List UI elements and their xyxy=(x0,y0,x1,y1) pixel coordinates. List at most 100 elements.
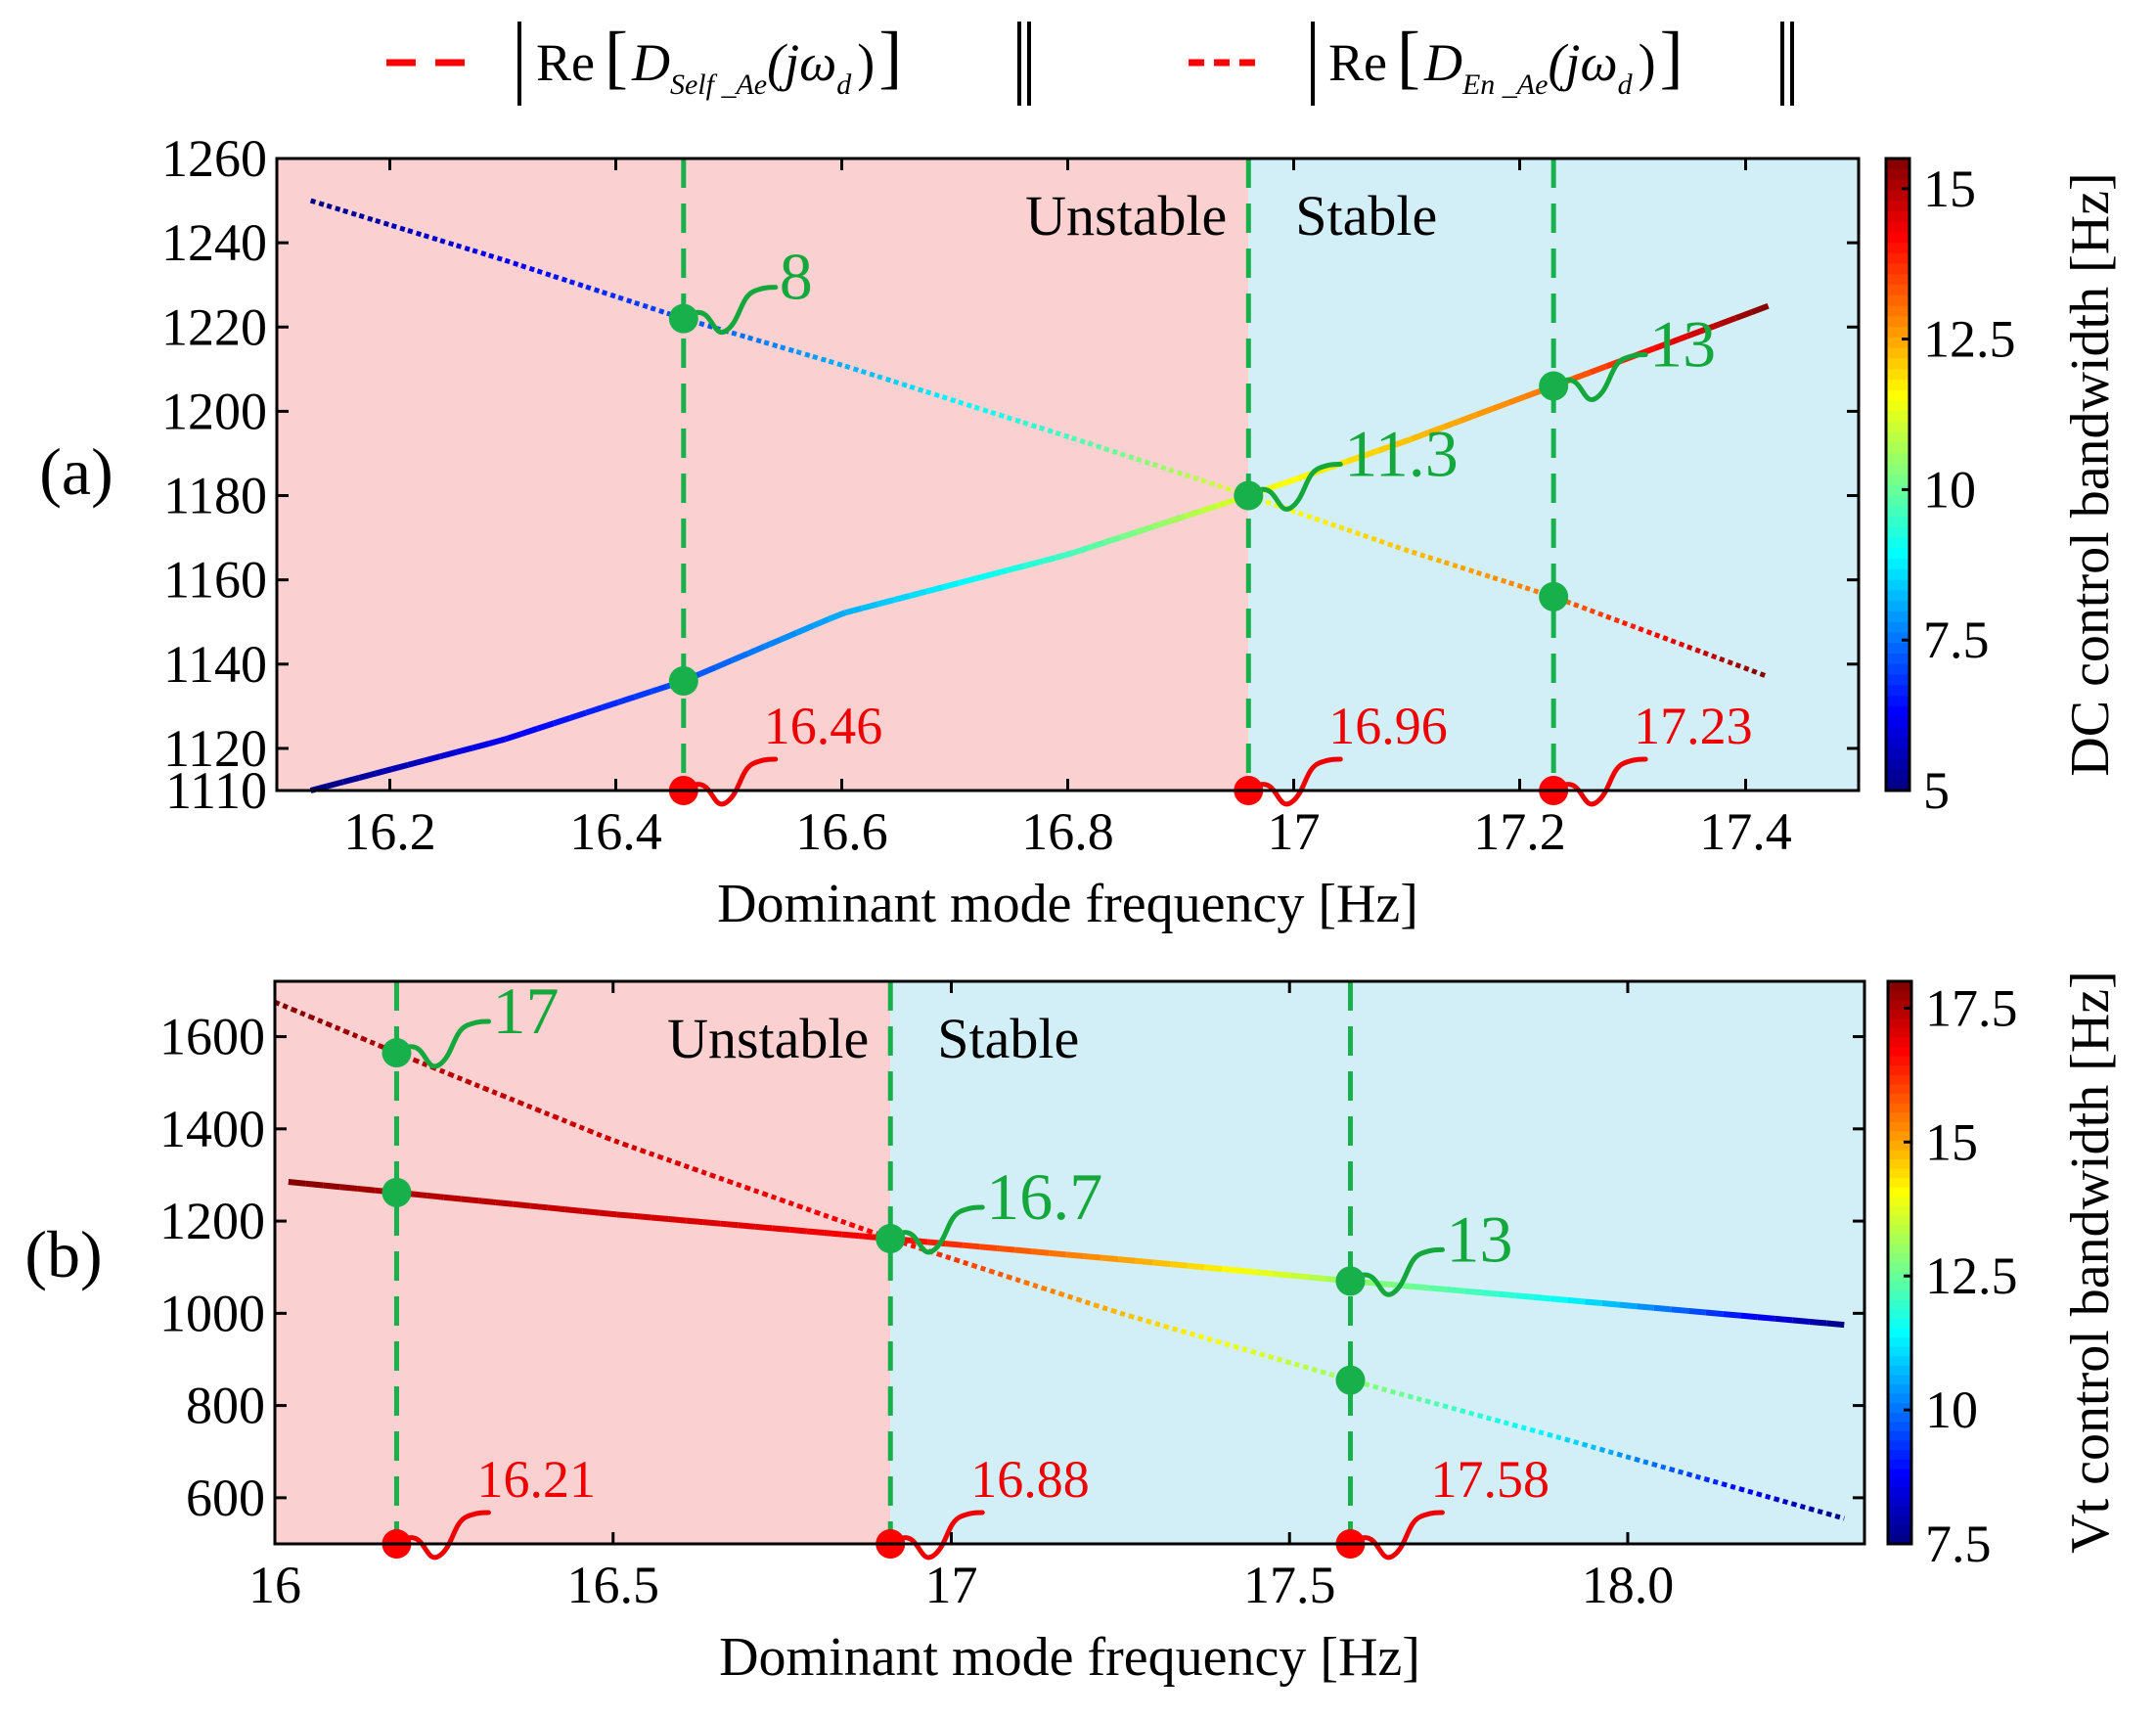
series-segment xyxy=(1038,425,1056,435)
y-tick-label: 1000 xyxy=(159,1284,265,1342)
green-annotation-label: 17 xyxy=(492,973,559,1048)
series-segment xyxy=(587,1128,607,1141)
colorbar-segment xyxy=(1886,579,1909,592)
series-segment xyxy=(1572,369,1592,382)
series-segment xyxy=(795,622,815,636)
colorbar-frame xyxy=(1884,157,1911,792)
x-tick-label: 18.0 xyxy=(1582,1556,1675,1614)
series-segment xyxy=(1475,569,1494,580)
y-tick-label: 1120 xyxy=(163,719,267,778)
series-segment xyxy=(1524,585,1543,596)
series-segment xyxy=(1128,1313,1147,1324)
colorbar-tick-label: 15 xyxy=(1923,159,1976,218)
legend-en-close: ) xyxy=(1639,33,1656,92)
series-segment xyxy=(990,409,1009,420)
series-self-ae xyxy=(309,302,1770,793)
series-segment xyxy=(1169,1261,1189,1269)
colorbar-segment xyxy=(1886,568,1909,581)
series-segment xyxy=(1492,399,1510,412)
series-segment xyxy=(1411,430,1429,442)
colorbar-segment xyxy=(1888,1272,1911,1283)
legend-en-omega: ω xyxy=(1580,33,1617,92)
colorbar-segment xyxy=(1886,305,1909,318)
series-segment xyxy=(1671,1306,1689,1314)
series-segment xyxy=(1750,302,1770,315)
series-segment xyxy=(1023,1280,1044,1290)
series-segment xyxy=(622,1142,643,1154)
series-segment xyxy=(973,404,992,415)
colorbar-segment xyxy=(1888,1469,1911,1479)
series-segment xyxy=(326,1021,346,1034)
colorbar-segment xyxy=(1888,1412,1911,1424)
region-label-stable: Stable xyxy=(1295,184,1437,248)
series-segment xyxy=(1087,539,1105,551)
series-segment xyxy=(1492,574,1510,585)
series-segment xyxy=(1599,1446,1619,1457)
x-tick-label: 17.5 xyxy=(1243,1556,1336,1614)
series-segment xyxy=(357,1185,376,1194)
green-marker xyxy=(1539,371,1569,401)
legend-en-omega-sub: d xyxy=(1618,68,1634,101)
series-segment xyxy=(288,1179,306,1187)
legend-self-re: Re xyxy=(536,33,595,92)
series-segment xyxy=(1372,1383,1392,1394)
colorbar-segment xyxy=(1888,1000,1911,1011)
y-tick-label: 1240 xyxy=(161,213,267,272)
colorbar-frame xyxy=(1886,979,1913,1546)
series-segment xyxy=(375,218,393,228)
series-segment xyxy=(1621,619,1640,631)
series-segment xyxy=(1136,523,1154,535)
series-segment xyxy=(1573,602,1592,613)
colorbar-segment xyxy=(1886,643,1909,655)
stable-region xyxy=(890,981,1864,1544)
series-segment xyxy=(1187,1262,1205,1271)
colorbar-segment xyxy=(1888,981,1911,992)
green-marker xyxy=(668,666,698,697)
series-segment xyxy=(650,305,668,316)
series-segment xyxy=(326,779,344,790)
y-tick-label: 1200 xyxy=(161,382,267,440)
green-annotation-curve xyxy=(1562,352,1648,402)
colorbar-segment xyxy=(1888,1346,1911,1357)
x-tick-label: 16.5 xyxy=(566,1556,659,1614)
colorbar-segment xyxy=(1886,453,1909,465)
series-segment xyxy=(962,1242,980,1250)
series-segment xyxy=(305,1180,324,1189)
series-segment xyxy=(1589,363,1608,376)
colorbar-segment xyxy=(1886,537,1909,549)
colorbar-segment xyxy=(1888,1375,1911,1385)
series-segment xyxy=(828,358,846,369)
series-segment xyxy=(1653,1304,1672,1313)
series-segment xyxy=(958,575,976,586)
series-segment xyxy=(1685,327,1705,339)
region-label-unstable: Unstable xyxy=(667,1007,869,1070)
colorbar-segment xyxy=(1888,1328,1911,1338)
colorbar-segment xyxy=(1888,1403,1911,1414)
series-segment xyxy=(1362,447,1381,459)
colorbar-label: DC control bandwidth [Hz] xyxy=(2060,172,2121,776)
colorbar-segment xyxy=(1886,358,1909,370)
series-segment xyxy=(553,273,571,285)
series-segment xyxy=(1145,1318,1165,1329)
series-segment xyxy=(1670,333,1688,345)
colorbar-segment xyxy=(1886,201,1909,212)
colorbar-segment xyxy=(1886,780,1909,792)
x-tick-label: 16.4 xyxy=(569,802,662,861)
green-marker xyxy=(1335,1266,1366,1296)
series-segment xyxy=(1163,1323,1183,1334)
series-segment xyxy=(568,279,587,290)
series-segment xyxy=(814,1209,834,1221)
series-segment xyxy=(341,775,361,786)
colorbar-segment xyxy=(1886,263,1909,276)
series-segment xyxy=(780,344,798,354)
panel-a: Unstable Stable 8 11.3 13 16.46 16.96 17.23 16.2… xyxy=(39,129,2121,934)
series-segment xyxy=(1055,430,1073,441)
series-segment xyxy=(1757,1314,1775,1322)
red-annotation-label: 16.96 xyxy=(1328,697,1448,755)
series-segment xyxy=(1619,1301,1638,1310)
colorbar-segment xyxy=(1886,380,1909,391)
series-segment xyxy=(1308,1274,1326,1282)
colorbar-segment xyxy=(1888,1140,1911,1152)
series-segment xyxy=(1412,1283,1430,1291)
series-segment xyxy=(1809,1318,1827,1327)
